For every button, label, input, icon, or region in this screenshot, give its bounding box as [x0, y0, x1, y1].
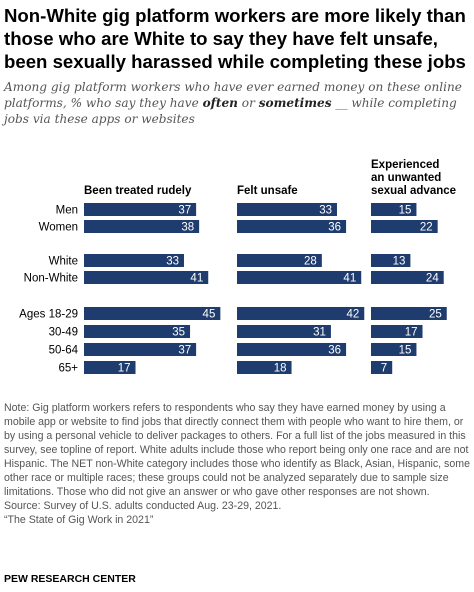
subtitle-or: or: [237, 96, 259, 110]
series-header-3-line-1: Experienced: [371, 159, 439, 171]
bar-1-4: [84, 271, 209, 284]
bar-value-label-1-4: 41: [190, 273, 203, 285]
bar-3-5: [371, 307, 447, 320]
bar-value-label-2-7: 36: [328, 345, 341, 357]
bar-3-8: [371, 361, 393, 374]
chart-subtitle: Among gig platform workers who have ever…: [4, 79, 472, 127]
bar-value-label-1-7: 37: [178, 345, 191, 357]
chart-notes: Note: Gig platform workers refers to res…: [4, 401, 472, 527]
bar-value-label-1-2: 38: [181, 222, 194, 234]
brand-logo-text: PEW RESEARCH CENTER: [4, 573, 136, 585]
bar-3-4: [371, 271, 444, 284]
bar-value-label-3-2: 22: [420, 222, 433, 234]
bar-2-6: [237, 325, 331, 338]
bar-1-2: [84, 220, 200, 233]
series-header-1-line-1: Been treated rudely: [84, 185, 192, 197]
category-label-7: 50-64: [49, 345, 79, 357]
category-label-1: Men: [56, 205, 78, 217]
series-header-2-line-1: Felt unsafe: [237, 185, 298, 197]
bar-1-5: [84, 307, 221, 320]
bar-chart: Been treated rudely Felt unsafe Experience…: [19, 159, 456, 375]
bar-1-8: [84, 361, 136, 374]
bar-3-7: [371, 343, 417, 356]
bar-3-1: [371, 203, 417, 216]
bar-1-3: [84, 254, 184, 267]
bar-1-7: [84, 343, 197, 356]
bar-value-label-3-1: 15: [399, 205, 412, 217]
bar-2-5: [237, 307, 365, 320]
bar-value-label-3-6: 17: [405, 327, 418, 339]
note-text: Note: Gig platform workers refers to res…: [4, 402, 470, 498]
bar-1-6: [84, 325, 191, 338]
bar-2-3: [237, 254, 322, 267]
bar-2-8: [237, 361, 292, 374]
bar-value-label-2-6: 31: [313, 327, 326, 339]
subtitle-text-part1: Among gig platform workers who have ever…: [4, 80, 462, 110]
category-label-3: White: [49, 256, 78, 268]
category-label-4: Non-White: [24, 273, 78, 285]
bar-value-label-3-5: 25: [429, 309, 442, 321]
subtitle-often: often: [202, 96, 238, 110]
bar-value-label-3-8: 7: [381, 363, 387, 375]
bar-value-label-2-1: 33: [319, 205, 332, 217]
bar-value-label-1-8: 17: [118, 363, 131, 375]
bar-3-6: [371, 325, 423, 338]
bar-value-label-2-8: 18: [274, 363, 287, 375]
bar-2-2: [237, 220, 347, 233]
bar-value-label-1-6: 35: [172, 327, 185, 339]
bar-2-7: [237, 343, 347, 356]
bar-value-label-2-4: 41: [343, 273, 356, 285]
bar-value-label-1-1: 37: [178, 205, 191, 217]
report-title: “The State of Gig Work in 2021”: [4, 514, 154, 526]
bar-2-4: [237, 271, 362, 284]
category-label-8: 65+: [58, 363, 78, 375]
bar-value-label-2-5: 42: [346, 309, 359, 321]
chart-title: Non-White gig platform workers are more …: [4, 5, 466, 72]
bar-value-label-1-5: 45: [203, 309, 216, 321]
category-label-2: Women: [39, 222, 78, 234]
bar-3-3: [371, 254, 411, 267]
source-text: Source: Survey of U.S. adults conducted …: [4, 500, 282, 512]
bar-3-2: [371, 220, 438, 233]
subtitle-sometimes: sometimes: [258, 96, 332, 110]
category-label-5: Ages 18-29: [19, 309, 78, 321]
subtitle-text-part2: __ while completing jobs via these apps …: [4, 96, 457, 126]
category-label-6: 30-49: [49, 327, 78, 339]
bar-value-label-2-3: 28: [304, 256, 317, 268]
series-header-3-line-3: sexual advance: [371, 185, 456, 197]
bar-value-label-3-7: 15: [399, 345, 412, 357]
bar-value-label-1-3: 33: [166, 256, 179, 268]
bar-value-label-3-4: 24: [426, 273, 439, 285]
series-header-3-line-2: an unwanted: [371, 172, 441, 184]
bar-value-label-2-2: 36: [328, 222, 341, 234]
bar-1-1: [84, 203, 197, 216]
bar-value-label-3-3: 13: [393, 256, 406, 268]
bar-2-1: [237, 203, 337, 216]
